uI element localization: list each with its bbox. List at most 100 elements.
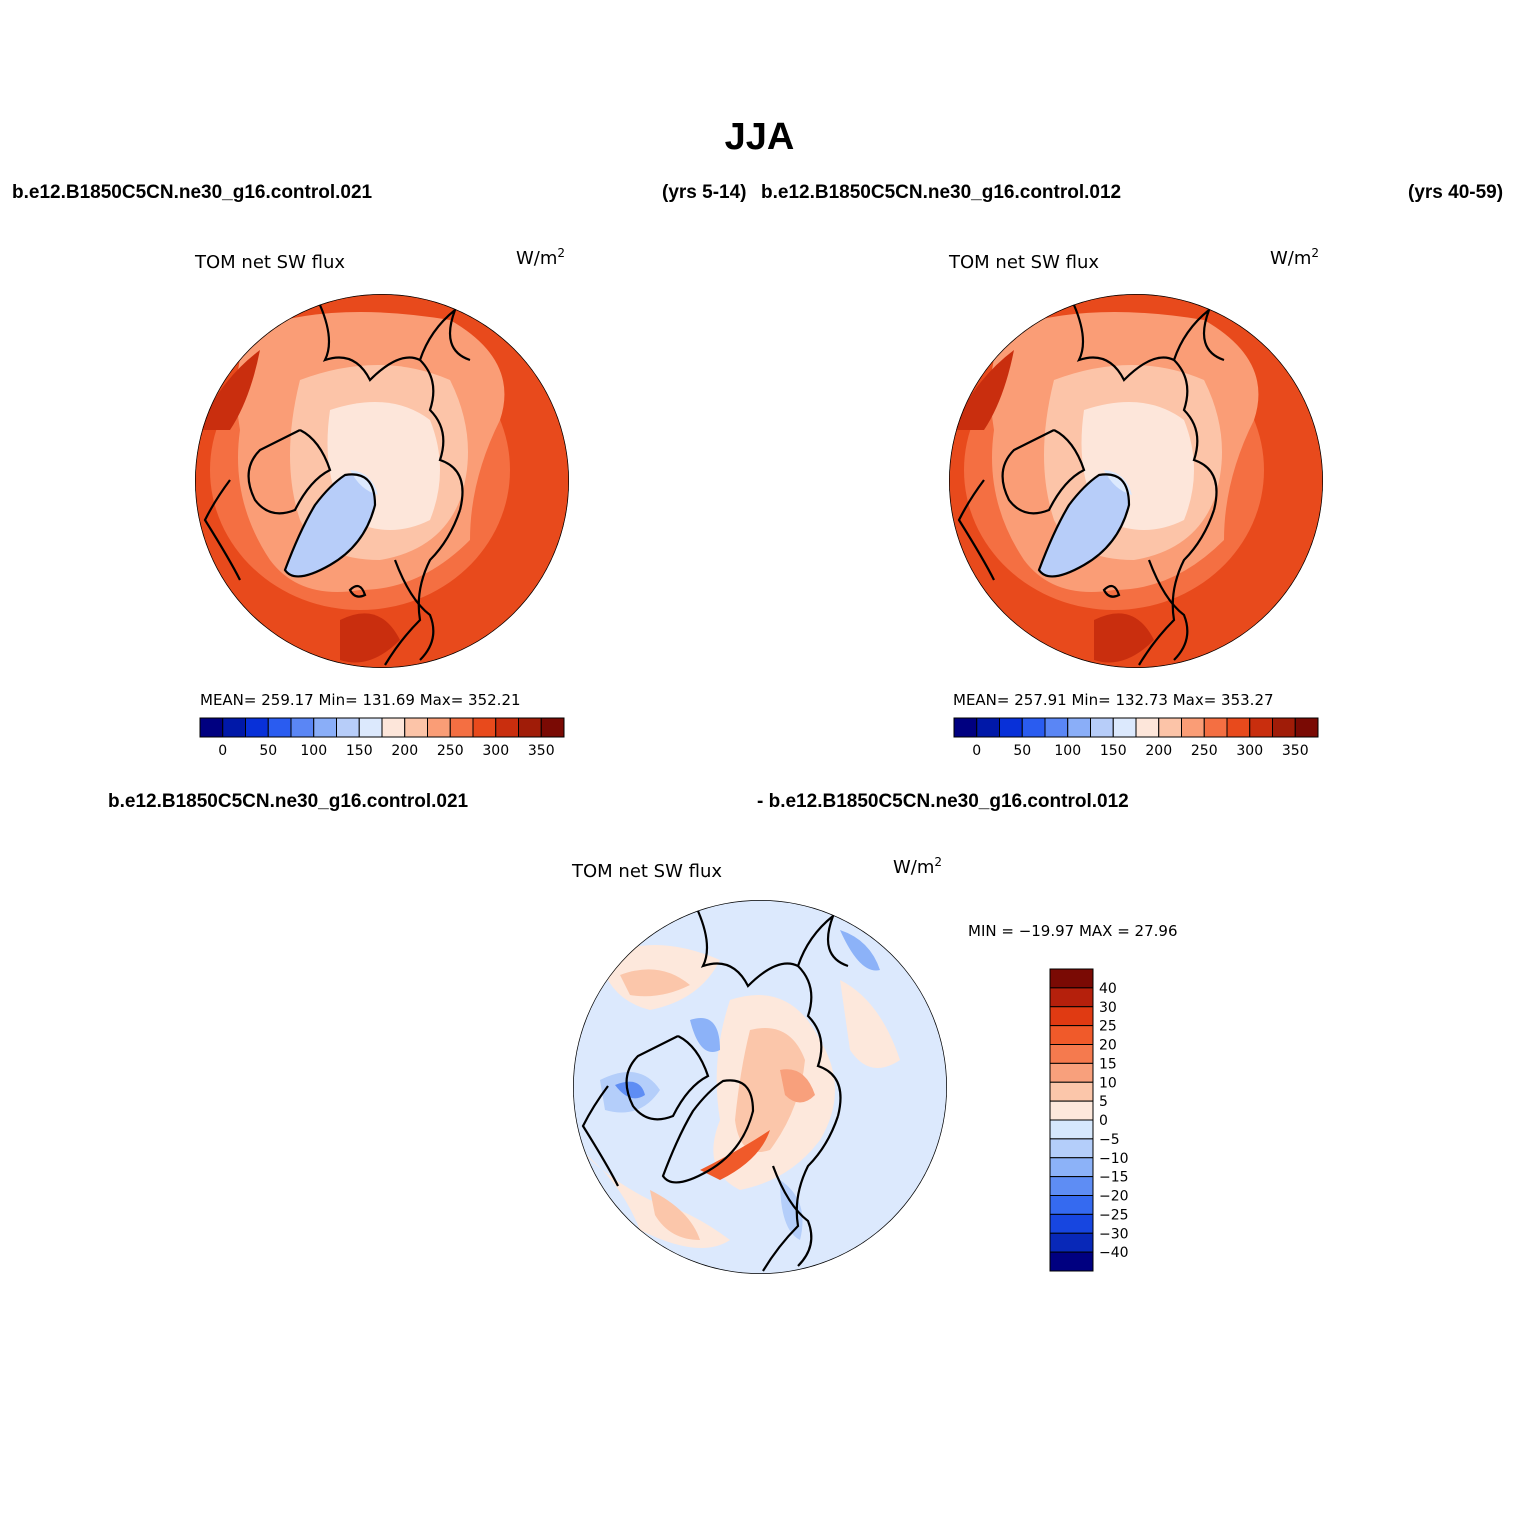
- diff-colorbar-tick-label: −20: [1099, 1189, 1129, 1205]
- diff-colorbar-tick-label: 40: [1099, 981, 1117, 997]
- diff-colorbar-tick-label: 0: [1099, 1113, 1108, 1129]
- right-colorbar-swatch: [1226, 717, 1251, 738]
- right-colorbar-tick-label: 50: [1013, 743, 1031, 759]
- diff-polar-map: [573, 900, 947, 1274]
- diff-colorbar-tick-label: −15: [1099, 1170, 1129, 1186]
- diff-case-b-label: - b.e12.B1850C5CN.ne30_g16.control.012: [757, 791, 1129, 812]
- right-colorbar-tick-label: 300: [1236, 743, 1263, 759]
- diff-colorbar-swatch: [1049, 1232, 1094, 1253]
- right-units-exp: 2: [1311, 246, 1320, 260]
- right-colorbar-swatch: [1021, 717, 1046, 738]
- right-colorbar-swatch: [999, 717, 1023, 738]
- right-map-coastlines: [957, 304, 1225, 666]
- right-colorbar-tick-label: 0: [972, 743, 981, 759]
- diff-colorbar-swatch: [1049, 1157, 1094, 1178]
- top-right-case-label: b.e12.B1850C5CN.ne30_g16.control.012: [761, 182, 1122, 203]
- diff-stats: MIN = −19.97 MAX = 27.96: [968, 922, 1178, 940]
- diff-colorbar-swatch: [1049, 968, 1094, 989]
- left-panel-title: TOM net SW flux: [195, 252, 346, 273]
- diff-colorbar-tick-label: 10: [1099, 1075, 1117, 1091]
- left-colorbar-swatch: [245, 717, 269, 738]
- right-colorbar-tick-label: 250: [1191, 743, 1218, 759]
- right-map-dark-patch-1: [952, 350, 1014, 430]
- left-colorbar-swatch: [427, 717, 451, 738]
- left-colorbar: 0 50 100 150 200 250 300 350: [199, 717, 565, 759]
- left-colorbar-swatch: [358, 717, 383, 738]
- right-stats: MEAN= 257.91 Min= 132.73 Max= 353.27: [953, 691, 1274, 709]
- right-colorbar-swatch: [976, 717, 1000, 738]
- right-colorbar-tick-label: 100: [1054, 743, 1081, 759]
- diff-panel-units: W/m2: [893, 855, 942, 878]
- diff-colorbar-tick-label: 30: [1099, 1000, 1117, 1016]
- right-units-text: W/m: [1270, 248, 1312, 269]
- right-colorbar-tick-label: 350: [1282, 743, 1309, 759]
- left-panel-units: W/m2: [516, 246, 565, 269]
- left-colorbar-swatch: [540, 717, 565, 738]
- diff-panel-title: TOM net SW flux: [572, 861, 723, 882]
- diff-colorbar-tick-label: −30: [1099, 1226, 1129, 1242]
- diff-map-cool-patch-3: [615, 1081, 645, 1099]
- right-map-dark-patch-2: [1094, 613, 1154, 663]
- diff-colorbar: 40 30 25 20 15 10 5 0 −5 −10 −15 −20 −25 −30 −40: [1049, 968, 1129, 1272]
- top-right-years-label: (yrs 40-59): [1408, 182, 1504, 203]
- diff-colorbar-swatch: [1049, 1119, 1094, 1140]
- right-colorbar: 0 50 100 150 200 250 300 350: [953, 717, 1319, 759]
- left-stats: MEAN= 259.17 Min= 131.69 Max= 352.21: [200, 691, 521, 709]
- left-colorbar-tick-label: 350: [528, 743, 555, 759]
- right-colorbar-tick-label: 150: [1100, 743, 1127, 759]
- right-panel-title: TOM net SW flux: [949, 252, 1100, 273]
- right-colorbar-swatch: [953, 717, 978, 738]
- diff-colorbar-swatch: [1049, 987, 1094, 1008]
- right-polar-map: [949, 294, 1323, 668]
- diff-colorbar-tick-label: −10: [1099, 1151, 1129, 1167]
- right-colorbar-swatch: [1203, 717, 1228, 738]
- diff-map-warm-patch-5: [780, 1069, 815, 1103]
- left-colorbar-tick-label: 0: [218, 743, 227, 759]
- right-colorbar-swatch: [1090, 717, 1114, 738]
- diff-colorbar-swatch: [1049, 1100, 1094, 1121]
- left-colorbar-tick-label: 100: [300, 743, 327, 759]
- diff-map-cool-patch-4: [840, 930, 880, 971]
- right-map-greenland-edge: [1104, 470, 1132, 495]
- left-map-greenland: [285, 474, 375, 577]
- right-panel-units: W/m2: [1270, 246, 1319, 269]
- right-colorbar-swatch: [1158, 717, 1182, 738]
- left-map-dark-patch-2: [340, 613, 400, 663]
- diff-colorbar-swatch: [1049, 1081, 1094, 1102]
- diff-colorbar-swatch: [1049, 1062, 1094, 1083]
- left-map-dark-patch-1: [198, 350, 260, 430]
- top-left-years-label: (yrs 5-14): [662, 182, 747, 203]
- diff-colorbar-swatch: [1049, 1025, 1094, 1045]
- left-map-greenland-edge: [350, 470, 378, 495]
- right-colorbar-swatch: [1044, 717, 1069, 738]
- left-colorbar-swatch: [336, 717, 360, 738]
- left-colorbar-swatch: [404, 717, 428, 738]
- diff-colorbar-tick-label: −25: [1099, 1207, 1129, 1223]
- left-colorbar-swatch: [290, 717, 315, 738]
- right-colorbar-swatch: [1272, 717, 1296, 738]
- diff-colorbar-swatch: [1049, 1138, 1094, 1159]
- left-colorbar-tick-label: 300: [482, 743, 509, 759]
- left-colorbar-swatch: [313, 717, 337, 738]
- diff-colorbar-tick-label: 20: [1099, 1038, 1117, 1054]
- left-colorbar-tick-label: 200: [391, 743, 418, 759]
- diff-case-a-label: b.e12.B1850C5CN.ne30_g16.control.021: [108, 791, 469, 812]
- left-colorbar-swatch: [381, 717, 406, 738]
- diff-units-text: W/m: [893, 857, 935, 878]
- left-colorbar-swatch: [472, 717, 497, 738]
- right-colorbar-swatch: [1249, 717, 1273, 738]
- left-colorbar-swatch: [267, 717, 292, 738]
- left-polar-map: [195, 294, 569, 668]
- diff-map-cool-patch-1: [690, 1018, 720, 1052]
- diff-colorbar-tick-label: 5: [1099, 1094, 1108, 1110]
- diff-colorbar-swatch: [1049, 1195, 1094, 1215]
- diff-units-exp: 2: [934, 855, 943, 869]
- diff-map-warm-patch-8: [840, 980, 900, 1068]
- right-colorbar-swatch: [1067, 717, 1091, 738]
- right-colorbar-swatch: [1135, 717, 1160, 738]
- right-colorbar-swatch: [1112, 717, 1137, 738]
- diff-colorbar-tick-label: 15: [1099, 1056, 1117, 1072]
- left-colorbar-tick-label: 250: [437, 743, 464, 759]
- left-colorbar-swatch: [449, 717, 474, 738]
